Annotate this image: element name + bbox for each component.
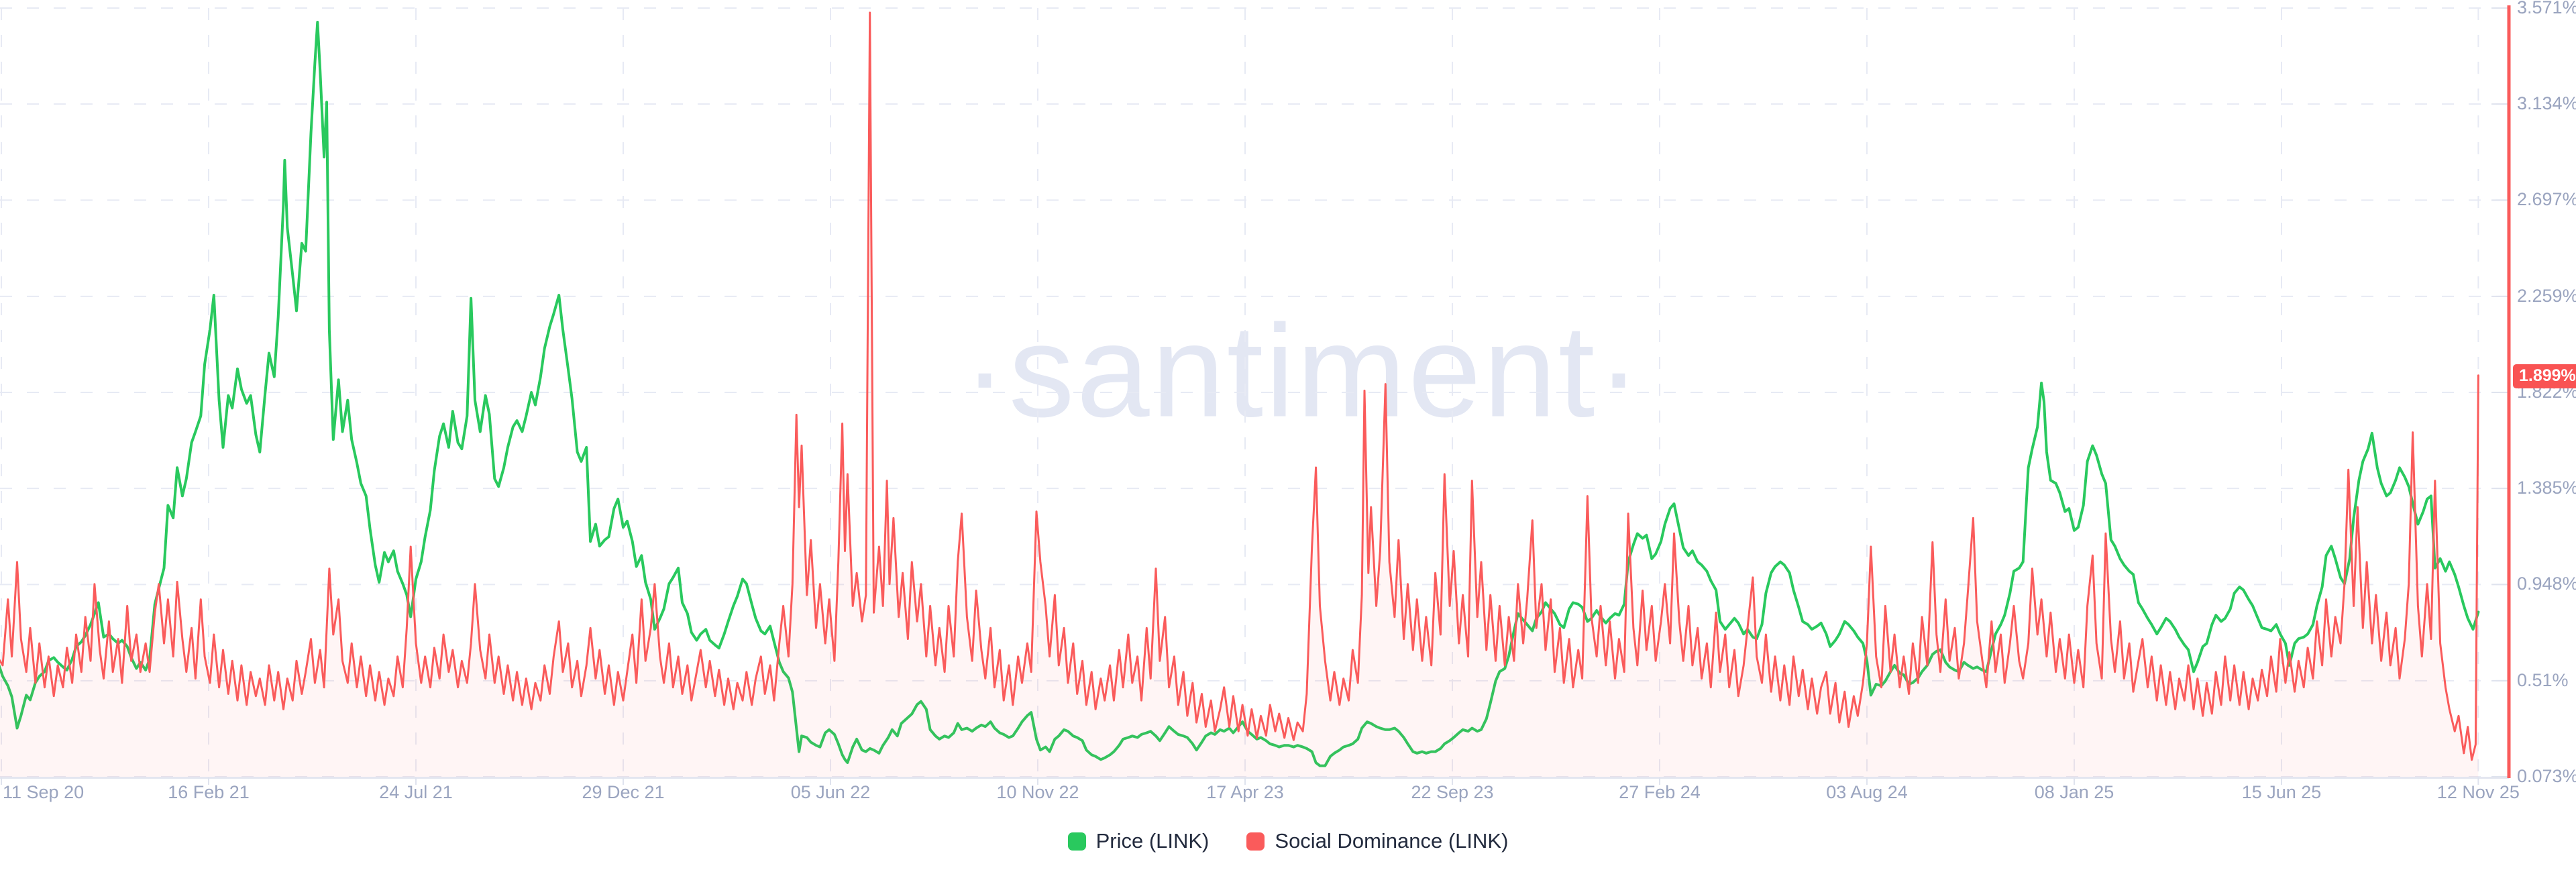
social-dominance-series-swatch-icon bbox=[1246, 832, 1265, 851]
x-axis-label: 22 Sep 23 bbox=[1411, 782, 1494, 802]
x-axis-label: 15 Jun 25 bbox=[2241, 782, 2322, 802]
legend-label-social-dominance: Social Dominance (LINK) bbox=[1275, 829, 1509, 853]
x-axis-label: 24 Jul 21 bbox=[379, 782, 453, 802]
legend-item-social-dominance[interactable]: Social Dominance (LINK) bbox=[1246, 829, 1508, 853]
y-axis-label: 0.073% bbox=[2517, 766, 2576, 786]
chart-legend: Price (LINK) Social Dominance (LINK) bbox=[0, 821, 2576, 861]
x-axis-label: 17 Apr 23 bbox=[1206, 782, 1284, 802]
x-axis-label: 27 Feb 24 bbox=[1619, 782, 1701, 802]
y-axis-label: 3.571% bbox=[2517, 0, 2576, 17]
x-axis-label: 12 Nov 25 bbox=[2436, 782, 2520, 802]
current-value-badge: 1.899% bbox=[2513, 364, 2576, 388]
x-axis-label: 03 Aug 24 bbox=[1826, 782, 1908, 802]
x-axis-label: 11 Sep 20 bbox=[3, 782, 85, 802]
santiment-watermark: ·santiment· bbox=[963, 297, 1643, 445]
y-axis-label: 2.259% bbox=[2517, 285, 2576, 306]
social-dominance-line bbox=[0, 11, 2479, 761]
price-line bbox=[0, 21, 2480, 767]
legend-item-price[interactable]: Price (LINK) bbox=[1067, 829, 1210, 853]
x-axis-label: 16 Feb 21 bbox=[168, 782, 250, 802]
x-axis-label: 05 Jun 22 bbox=[790, 782, 871, 802]
y-axis-label: 2.697% bbox=[2517, 189, 2576, 210]
price-series-swatch-icon bbox=[1067, 832, 1086, 851]
y-axis-label: 1.385% bbox=[2517, 478, 2576, 498]
social-dominance-area bbox=[0, 12, 2479, 777]
y-axis-label: 0.948% bbox=[2517, 574, 2576, 594]
x-axis-label: 10 Nov 22 bbox=[996, 782, 1079, 802]
legend-label-price: Price (LINK) bbox=[1095, 829, 1210, 853]
y-axis-label: 0.51% bbox=[2517, 669, 2569, 690]
x-axis-label: 29 Dec 21 bbox=[582, 782, 665, 802]
x-axis-label: 08 Jan 25 bbox=[2034, 782, 2114, 802]
y-axis-label: 3.134% bbox=[2517, 93, 2576, 114]
